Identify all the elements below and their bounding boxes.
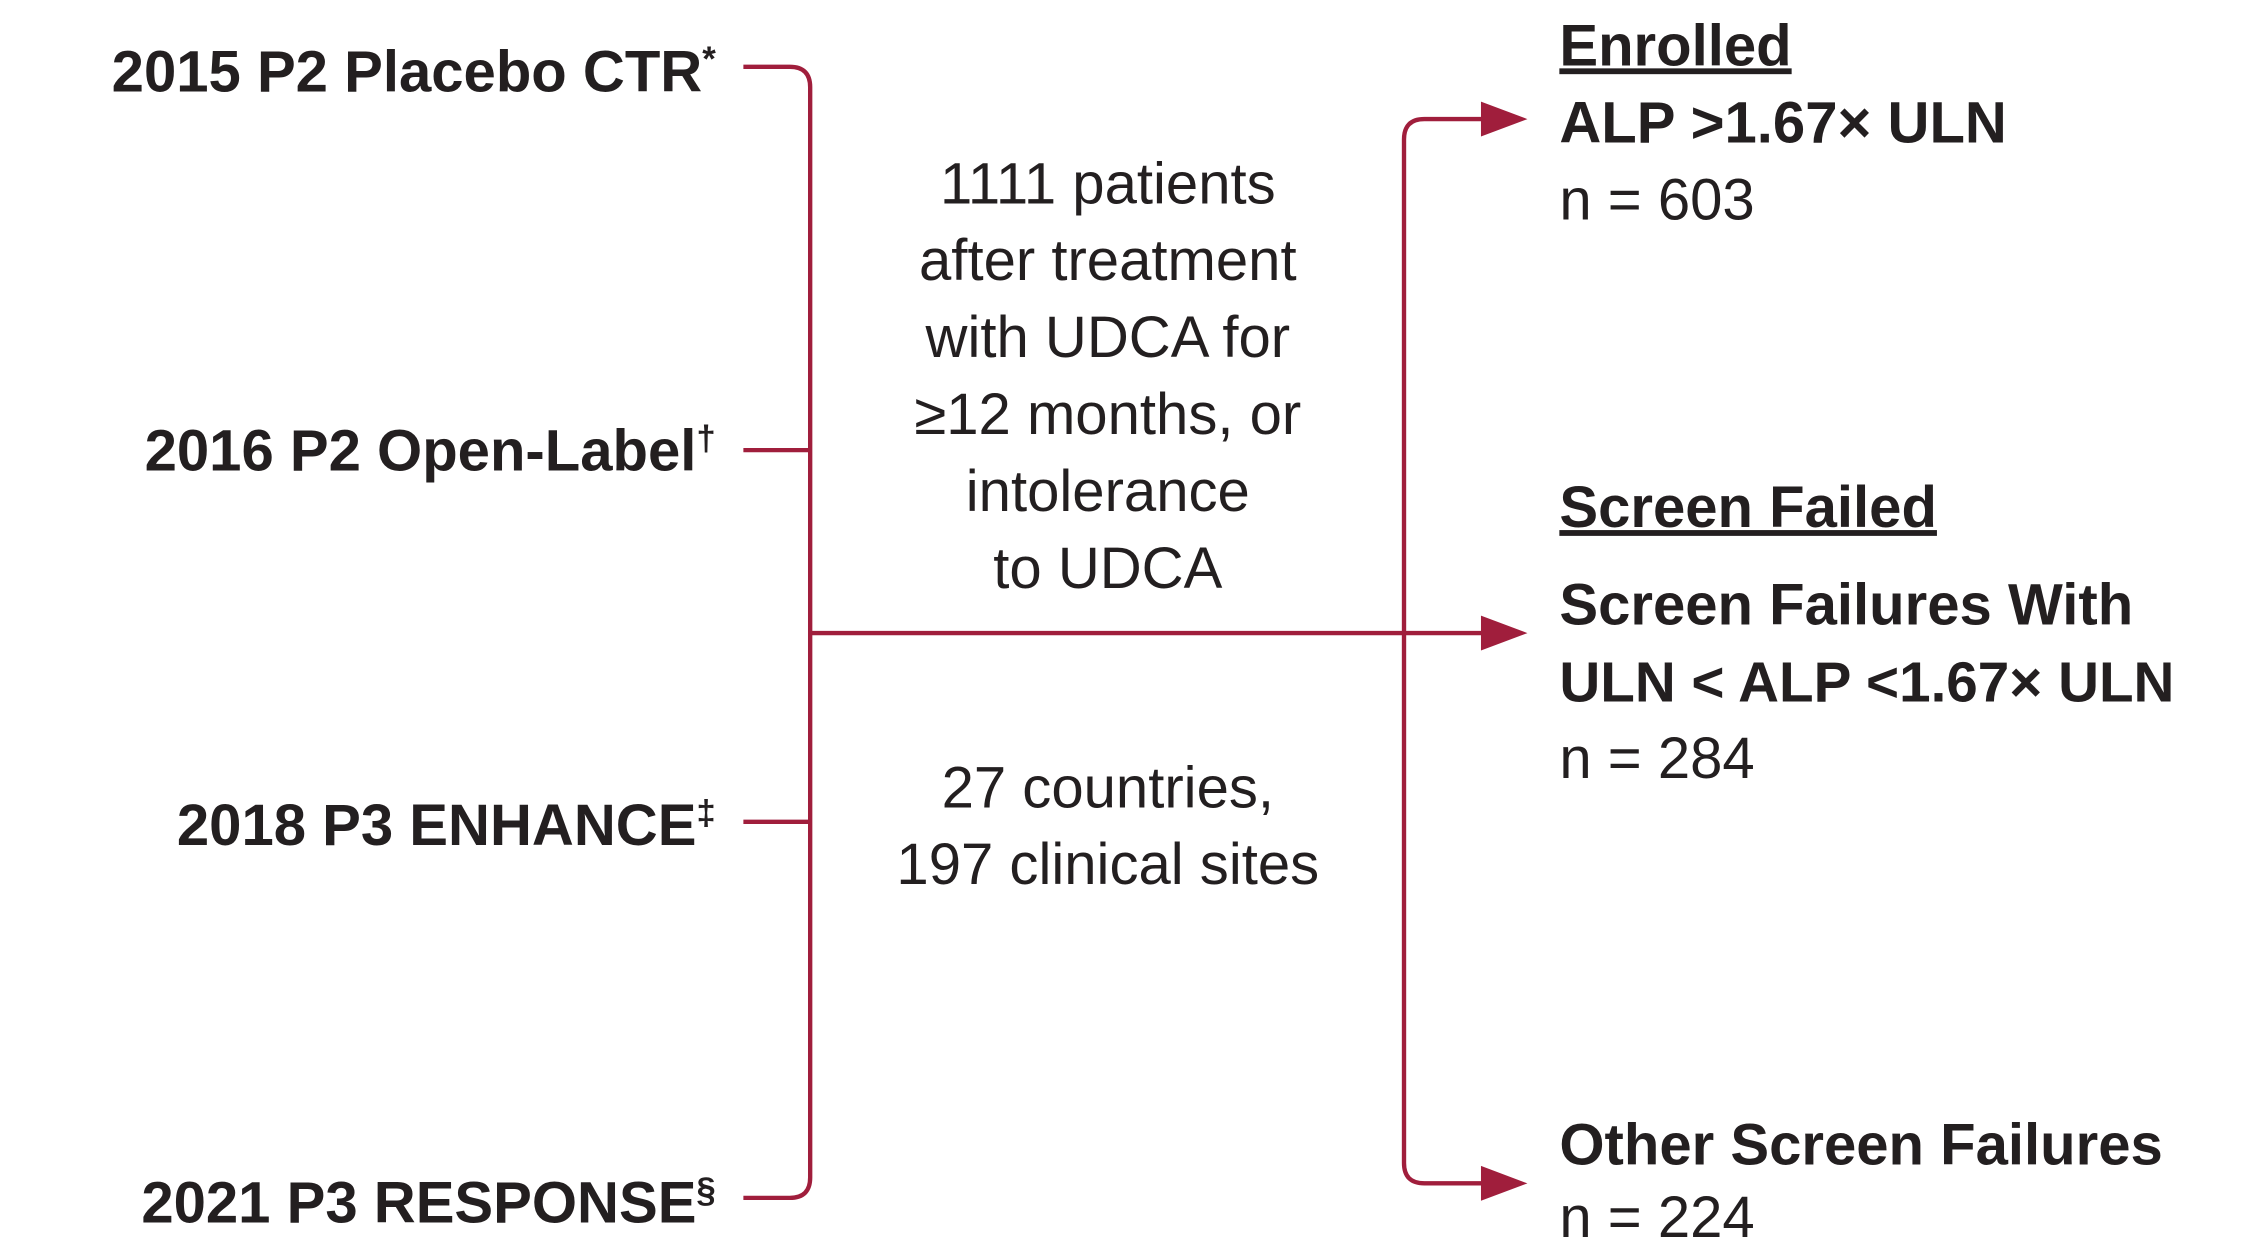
- bracket: [743, 64, 813, 1201]
- outcome-count: n = 284: [1559, 726, 1754, 791]
- outcome-heading: Other Screen Failures: [1559, 1112, 2162, 1177]
- population-line: ≥12 months, or: [914, 382, 1301, 447]
- study-label: 2015 P2 Placebo CTR*: [112, 40, 717, 105]
- study-label: 2018 P3 ENHANCE‡: [177, 793, 716, 858]
- split-arrow: [1401, 116, 1489, 1186]
- population-line: to UDCA: [993, 536, 1222, 601]
- arrowhead: [1480, 615, 1528, 651]
- study-label: 2021 P3 RESPONSE§: [141, 1171, 715, 1236]
- sites-line: 27 countries,: [942, 755, 1274, 820]
- sites-line: 197 clinical sites: [896, 832, 1319, 897]
- outcome-criterion: Screen Failures With: [1559, 572, 2133, 637]
- bracket-ticks: [743, 447, 811, 824]
- outcome-criterion: ULN < ALP <1.67× ULN: [1559, 650, 2174, 713]
- outcome-heading: Enrolled: [1559, 13, 1791, 78]
- arrowhead: [1480, 101, 1528, 137]
- arrowhead: [1480, 1165, 1528, 1201]
- population-line: with UDCA for: [925, 305, 1291, 370]
- outcome-count: n = 224: [1559, 1185, 1754, 1240]
- outcome-criterion: ALP >1.67× ULN: [1559, 90, 2007, 155]
- outcome-count: n = 603: [1559, 167, 1754, 232]
- population-line: 1111 patients: [940, 151, 1276, 216]
- population-line: intolerance: [966, 459, 1250, 524]
- outcome-heading: Screen Failed: [1559, 475, 1937, 540]
- population-line: after treatment: [919, 228, 1297, 293]
- study-label: 2016 P2 Open-Label†: [145, 418, 716, 483]
